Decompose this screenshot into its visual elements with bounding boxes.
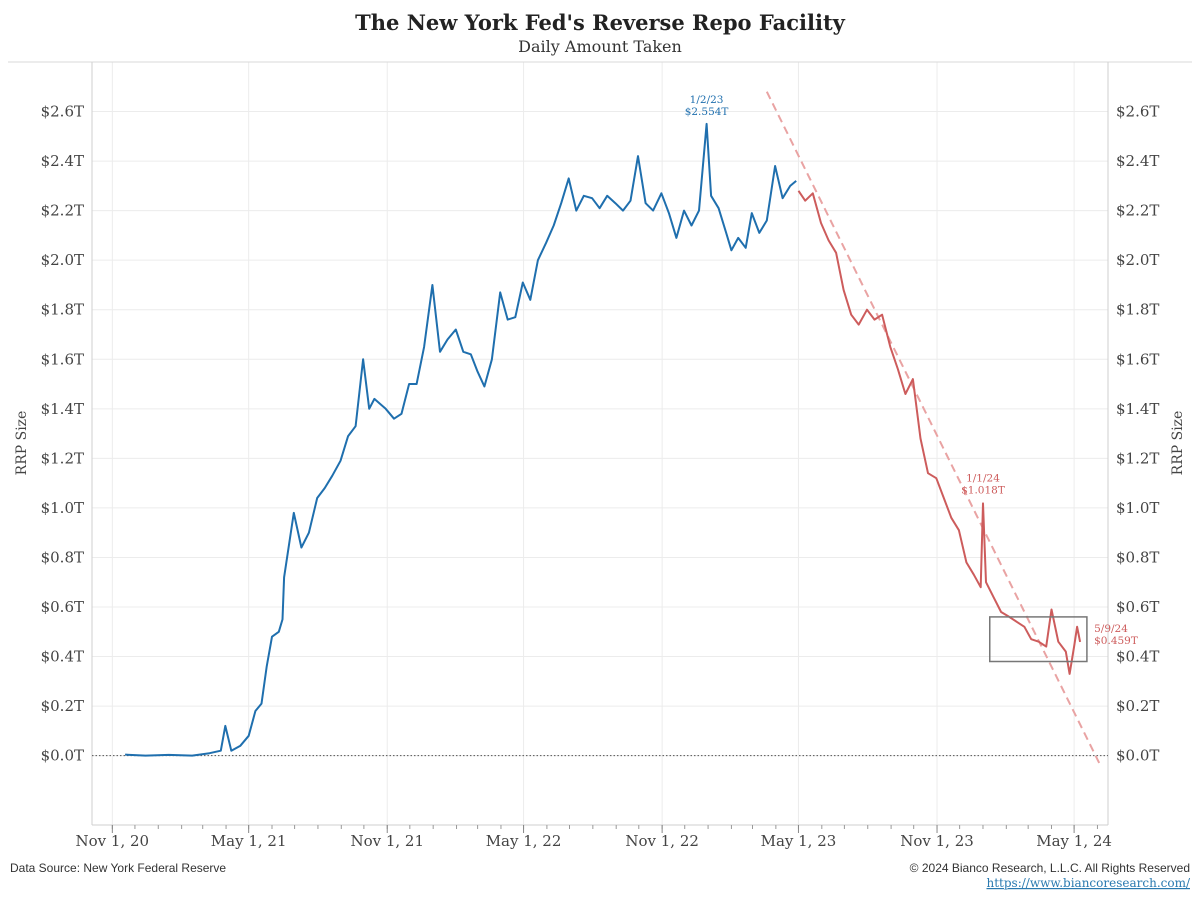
annotation-date: 5/9/24 <box>1094 623 1128 635</box>
x-tick-label: Nov 1, 23 <box>900 832 974 850</box>
x-tick-label: Nov 1, 21 <box>350 832 424 850</box>
y-tick-label-left: $1.0T <box>41 499 84 517</box>
y-axis-title-right: RRP Size <box>1170 411 1186 476</box>
annotations: 1/2/23$2.554T 1/1/24$1.018T 5/9/24$0.459T <box>685 94 1138 647</box>
y-tick-label-right: $2.6T <box>1116 103 1159 121</box>
x-tick-label: May 1, 22 <box>486 832 562 850</box>
x-tick-label: Nov 1, 20 <box>76 832 150 850</box>
y-tick-label-left: $2.0T <box>41 251 84 269</box>
gridlines <box>92 62 1108 825</box>
data-source: Data Source: New York Federal Reserve <box>10 861 226 875</box>
y-axis-left: $0.0T $0.2T $0.4T $0.6T $0.8T $1.0T $1.2T $1.4T… <box>41 103 84 765</box>
y-tick-label-right: $0.6T <box>1116 598 1159 616</box>
series-line-2 <box>797 190 1082 675</box>
x-tick-label: May 1, 21 <box>211 832 287 850</box>
x-tick-label: May 1, 23 <box>761 832 837 850</box>
annotation-date: 1/2/23 <box>690 94 724 106</box>
annotation-value: $1.018T <box>961 484 1005 496</box>
y-tick-label-left: $0.0T <box>41 747 84 765</box>
y-tick-label-right: $1.4T <box>1116 400 1159 418</box>
chart-subtitle: Daily Amount Taken <box>518 37 682 56</box>
y-tick-label-left: $1.8T <box>41 301 84 319</box>
annotation-date: 1/1/24 <box>966 472 1000 484</box>
y-tick-label-right: $1.8T <box>1116 301 1159 319</box>
y-tick-label-right: $0.4T <box>1116 648 1159 666</box>
y-axis-right: $0.0T $0.2T $0.4T $0.6T $0.8T $1.0T $1.2T $1.4T… <box>1116 103 1159 765</box>
series-lines <box>125 122 1082 757</box>
y-tick-label-right: $2.2T <box>1116 202 1159 220</box>
y-tick-label-left: $2.6T <box>41 103 84 121</box>
copyright: © 2024 Bianco Research, L.L.C. All Right… <box>910 861 1190 875</box>
y-tick-label-left: $0.8T <box>41 548 84 566</box>
y-tick-label-left: $0.4T <box>41 648 84 666</box>
chart-title: The New York Fed's Reverse Repo Facility <box>355 10 846 35</box>
highlight-box <box>989 616 1088 663</box>
trend-line <box>765 91 1102 766</box>
y-tick-label-right: $1.6T <box>1116 350 1159 368</box>
x-axis: Nov 1, 20 May 1, 21 Nov 1, 21 May 1, 22 Nov … <box>76 825 1112 850</box>
y-tick-label-right: $2.0T <box>1116 251 1159 269</box>
annotation-value: $0.459T <box>1094 635 1138 647</box>
y-tick-label-left: $2.4T <box>41 152 84 170</box>
x-tick-label: May 1, 24 <box>1036 832 1112 850</box>
x-tick-label: Nov 1, 22 <box>625 832 699 850</box>
y-tick-label-right: $0.8T <box>1116 548 1159 566</box>
y-tick-label-left: $0.6T <box>41 598 84 616</box>
website-link[interactable]: https://www.biancoresearch.com/ <box>986 876 1190 890</box>
y-tick-label-right: $2.4T <box>1116 152 1159 170</box>
y-tick-label-right: $1.0T <box>1116 499 1159 517</box>
y-axis-title-left: RRP Size <box>14 411 30 476</box>
y-tick-label-left: $2.2T <box>41 202 84 220</box>
y-tick-label-right: $0.2T <box>1116 697 1159 715</box>
y-tick-label-left: $0.2T <box>41 697 84 715</box>
y-tick-label-right: $0.0T <box>1116 747 1159 765</box>
series-line-1 <box>125 122 797 757</box>
annotation-value: $2.554T <box>685 106 729 118</box>
y-tick-label-left: $1.2T <box>41 449 84 467</box>
y-tick-label-right: $1.2T <box>1116 449 1159 467</box>
y-tick-label-left: $1.4T <box>41 400 84 418</box>
y-tick-label-left: $1.6T <box>41 350 84 368</box>
